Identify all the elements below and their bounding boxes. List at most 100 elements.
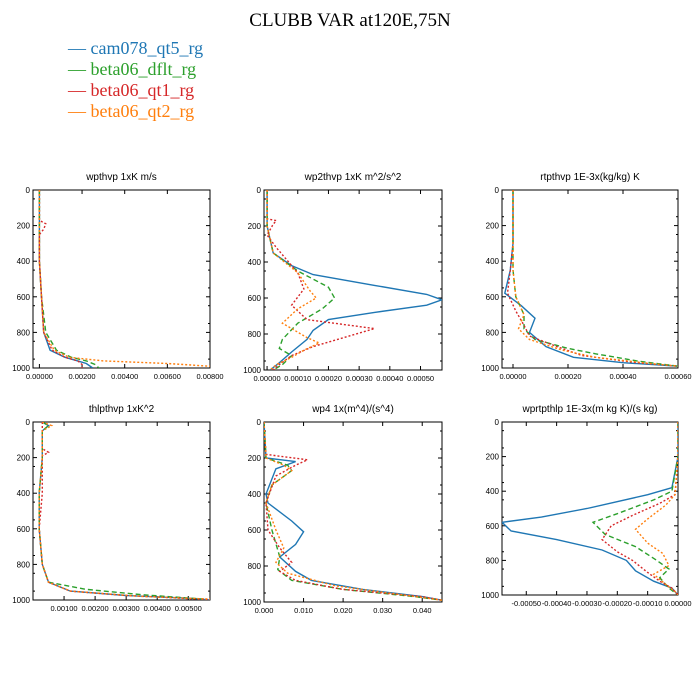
y-tick-label: 1000 bbox=[12, 596, 30, 605]
y-tick-label: 600 bbox=[486, 522, 500, 531]
x-tick-label: 0.00040 bbox=[609, 372, 636, 381]
y-tick-label: 400 bbox=[17, 489, 31, 498]
y-tick-label: 0 bbox=[495, 418, 500, 427]
series-line-beta06_dflt_rg bbox=[38, 422, 204, 600]
y-tick-label: 200 bbox=[17, 454, 31, 463]
x-tick-label: 0.00020 bbox=[554, 372, 581, 381]
legend-entry-0: — cam078_qt5_rg bbox=[68, 38, 203, 59]
plot-frame bbox=[32, 189, 211, 369]
legend-entry-3: — beta06_qt2_rg bbox=[68, 101, 203, 122]
series-line-beta06_qt1_rg bbox=[38, 190, 83, 368]
legend-entry-2: — beta06_qt1_rg bbox=[68, 80, 203, 101]
y-tick-label: 200 bbox=[248, 454, 262, 463]
x-tick-label: 0.030 bbox=[373, 606, 392, 615]
x-tick-label: 0.00200 bbox=[82, 604, 109, 613]
x-tick-label: 0.00000 bbox=[499, 372, 526, 381]
y-tick-label: 800 bbox=[248, 562, 262, 571]
legend-entry-1: — beta06_dflt_rg bbox=[68, 59, 203, 80]
panel-1: wp2thvp 1xK m^2/s^2020040060080010000.00… bbox=[243, 172, 443, 383]
legend-label: beta06_qt1_rg bbox=[90, 80, 195, 100]
panel-title: rtpthvp 1E-3x(kg/kg) K bbox=[540, 172, 640, 183]
y-tick-label: 200 bbox=[486, 222, 500, 231]
x-tick-label: 0.00060 bbox=[664, 372, 691, 381]
panel-title: wpthvp 1xK m/s bbox=[85, 172, 157, 183]
legend-swatch: — bbox=[68, 59, 91, 79]
series-line-beta06_qt1_rg bbox=[264, 422, 442, 601]
series-line-beta06_qt2_rg bbox=[264, 422, 442, 601]
x-tick-label: -0.00030 bbox=[572, 599, 602, 608]
y-tick-label: 600 bbox=[248, 294, 262, 303]
y-tick-label: 800 bbox=[17, 328, 31, 337]
y-tick-label: 200 bbox=[17, 222, 31, 231]
y-tick-label: 0 bbox=[257, 418, 262, 427]
series-line-beta06_dflt_rg bbox=[38, 190, 100, 368]
x-tick-label: 0.00000 bbox=[664, 599, 691, 608]
y-tick-label: 1000 bbox=[12, 364, 30, 373]
series-line-beta06_qt1_rg bbox=[266, 190, 375, 370]
x-tick-label: -0.00020 bbox=[603, 599, 633, 608]
plot-frame bbox=[501, 421, 679, 596]
x-tick-label: 0.00600 bbox=[154, 372, 181, 381]
x-tick-label: 0.00500 bbox=[175, 604, 202, 613]
plot-frame bbox=[263, 189, 443, 371]
x-tick-label: 0.00400 bbox=[111, 372, 138, 381]
y-tick-label: 800 bbox=[17, 560, 31, 569]
y-tick-label: 0 bbox=[495, 186, 500, 195]
series-line-beta06_dflt_rg bbox=[512, 190, 678, 367]
series-line-beta06_qt1_rg bbox=[506, 190, 678, 367]
y-tick-label: 800 bbox=[486, 328, 500, 337]
x-tick-label: 0.00000 bbox=[254, 374, 281, 383]
y-tick-label: 400 bbox=[248, 490, 262, 499]
series-line-beta06_qt2_rg bbox=[38, 422, 210, 600]
series-line-beta06_dflt_rg bbox=[591, 422, 678, 595]
legend-label: beta06_dflt_rg bbox=[90, 59, 197, 79]
x-tick-label: 0.00040 bbox=[376, 374, 403, 383]
x-tick-label: 0.000 bbox=[255, 606, 274, 615]
y-tick-label: 0 bbox=[26, 418, 31, 427]
y-tick-label: 0 bbox=[26, 186, 31, 195]
legend-label: cam078_qt5_rg bbox=[90, 38, 204, 58]
series-line-beta06_qt2_rg bbox=[634, 422, 678, 595]
legend-swatch: — bbox=[68, 101, 91, 121]
panel-title: thlpthvp 1xK^2 bbox=[89, 404, 155, 415]
y-tick-label: 400 bbox=[17, 257, 31, 266]
panel-title: wp4 1x(m^4)/(s^4) bbox=[311, 404, 394, 415]
panel-5: wprtpthlp 1E-3x(m kg K)/(s kg) 0 200 400 600… bbox=[481, 404, 691, 608]
plot-frame bbox=[501, 189, 679, 369]
series-line-beta06_qt1_rg bbox=[38, 422, 210, 600]
main-title: CLUBB VAR at120E,75N bbox=[249, 10, 451, 31]
x-tick-label: 0.00010 bbox=[284, 374, 311, 383]
x-tick-label: 0.010 bbox=[294, 606, 313, 615]
x-tick-label: -0.00010 bbox=[633, 599, 663, 608]
y-tick-label: 600 bbox=[248, 526, 262, 535]
series-line-cam078_qt5_rg bbox=[504, 190, 678, 367]
y-tick-label: 400 bbox=[248, 258, 262, 267]
x-tick-label: 0.00030 bbox=[346, 374, 373, 383]
x-tick-label: 0.00200 bbox=[68, 372, 95, 381]
series-line-cam078_qt5_rg bbox=[38, 422, 210, 600]
series-line-beta06_qt2_rg bbox=[512, 190, 678, 367]
series-line-beta06_qt1_rg bbox=[601, 422, 678, 595]
y-tick-label: 1000 bbox=[481, 591, 499, 600]
plot-frame bbox=[32, 421, 211, 601]
y-tick-label: 600 bbox=[17, 293, 31, 302]
y-tick-label: 0 bbox=[257, 186, 262, 195]
panel-title: wp2thvp 1xK m^2/s^2 bbox=[304, 172, 402, 183]
series-line-beta06_qt2_rg bbox=[38, 190, 210, 367]
series-line-cam078_qt5_rg bbox=[502, 422, 678, 595]
x-tick-label: 0.00000 bbox=[26, 372, 53, 381]
y-tick-label: 400 bbox=[486, 257, 500, 266]
x-tick-label: 0.00800 bbox=[196, 372, 223, 381]
y-tick-label: 200 bbox=[486, 453, 500, 462]
x-tick-label: -0.00050 bbox=[511, 599, 541, 608]
panel-3: thlpthvp 1xK^2 0 200 400 600 800 1000 0.00100 0.… bbox=[12, 404, 211, 613]
series-line-beta06_dflt_rg bbox=[264, 422, 442, 601]
y-tick-label: 600 bbox=[486, 293, 500, 302]
y-tick-label: 1000 bbox=[243, 598, 261, 607]
plot-frame bbox=[263, 421, 443, 603]
series-line-cam078_qt5_rg bbox=[266, 190, 442, 370]
legend: — cam078_qt5_rg — beta06_dflt_rg — beta0… bbox=[68, 38, 203, 122]
